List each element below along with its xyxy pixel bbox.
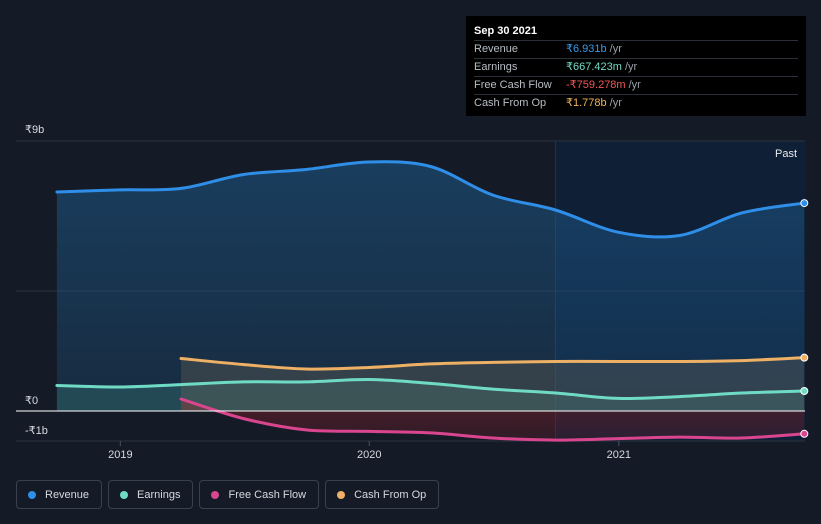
free-cash-flow-point	[800, 429, 809, 438]
tooltip-label: Cash From Op	[474, 97, 547, 109]
legend-dot-icon	[28, 490, 36, 499]
legend-dot-icon	[120, 490, 129, 499]
tooltip-unit: /yr	[609, 43, 622, 55]
tooltip-row-revenue: Revenue ₹6.931b /yr	[474, 40, 798, 58]
earnings-point	[800, 386, 809, 395]
tooltip-unit: /yr	[624, 61, 638, 73]
legend-label: Revenue	[45, 488, 90, 501]
legend-item-earnings[interactable]: Earnings	[108, 480, 194, 509]
legend-label: Earnings	[137, 488, 181, 501]
y-tick-label: ₹0	[25, 395, 38, 407]
x-tick-label: 2020	[357, 449, 381, 461]
legend-item-revenue[interactable]: Revenue	[16, 480, 103, 509]
y-tick-label: -₹1b	[25, 425, 48, 437]
earnings-area	[56, 379, 805, 411]
free-cash-flow-line	[179, 397, 806, 442]
x-tick-label: 2021	[607, 449, 631, 461]
y-tick-label: ₹9b	[25, 124, 44, 136]
legend-item-cash-from-op[interactable]: Cash From Op	[325, 480, 440, 509]
legend-label: Cash From Op	[354, 488, 427, 501]
revenue-point	[800, 199, 809, 208]
tooltip-value: ₹1.778b	[566, 97, 607, 109]
tooltip-label: Revenue	[474, 43, 519, 55]
legend-label: Free Cash Flow	[228, 488, 307, 501]
tooltip-label: Earnings	[474, 61, 518, 73]
tooltip-label: Free Cash Flow	[474, 79, 552, 91]
tooltip-date: Sep 30 2021	[474, 25, 537, 37]
tooltip-unit: /yr	[628, 79, 641, 91]
revenue-line	[55, 160, 806, 239]
revenue-area	[56, 161, 805, 411]
legend-item-free-cash-flow[interactable]: Free Cash Flow	[199, 480, 320, 509]
cash-from-op-line	[179, 356, 806, 371]
tooltip-row-free-cash-flow: Free Cash Flow -₹759.278m /yr	[474, 76, 798, 94]
legend-dot-icon	[337, 490, 346, 499]
tooltip-row-cash-from-op: Cash From Op ₹1.778b /yr	[474, 94, 798, 112]
tooltip-value: ₹667.423m	[566, 61, 622, 73]
cash-from-op-point	[800, 353, 809, 362]
tooltip-row-earnings: Earnings ₹667.423m /yr	[474, 58, 798, 76]
line-chart: ₹9b ₹0 -₹1b 2019 2020 2021 Past	[16, 124, 809, 461]
tooltip-value: -₹759.278m	[566, 79, 626, 91]
tooltip-unit: /yr	[609, 97, 622, 109]
legend-dot-icon	[211, 490, 220, 499]
earnings-line	[55, 377, 806, 401]
x-tick-label: 2019	[108, 449, 132, 461]
tooltip-value: ₹6.931b	[566, 43, 607, 55]
past-label: Past	[775, 148, 797, 160]
legend: Revenue Earnings Free Cash Flow Cash Fro…	[16, 480, 440, 509]
tooltip: Sep 30 2021 Revenue ₹6.931b /yr Earnings…	[466, 16, 806, 116]
